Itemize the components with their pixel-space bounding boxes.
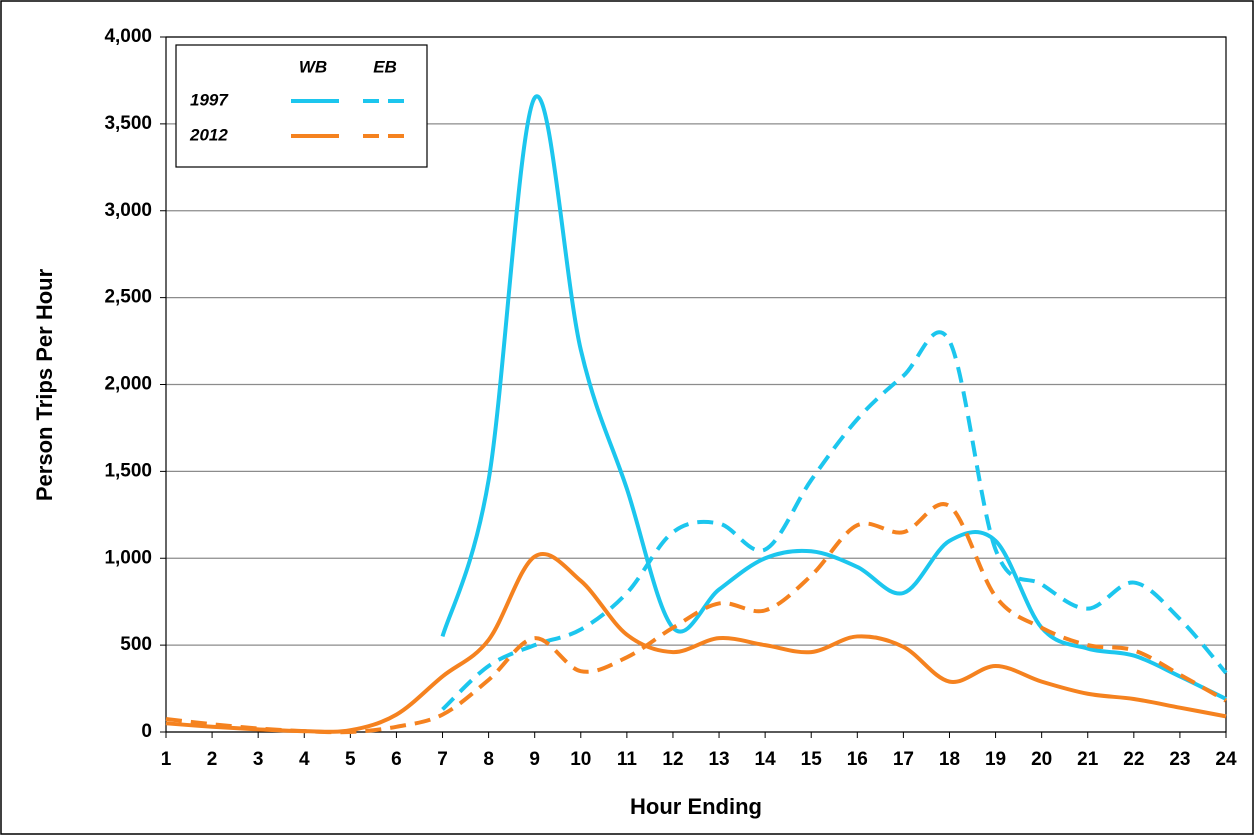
x-tick-label: 11	[617, 749, 638, 770]
legend-row: 1997	[190, 90, 229, 109]
x-tick-label: 22	[1123, 749, 1144, 770]
y-tick-label: 500	[120, 634, 152, 655]
x-tick-label: 19	[985, 749, 1006, 770]
x-tick-label: 9	[529, 749, 540, 770]
x-tick-label: 14	[755, 749, 777, 770]
x-tick-label: 20	[1031, 749, 1052, 770]
y-tick-label: 2,000	[104, 374, 152, 395]
x-tick-label: 24	[1215, 749, 1237, 770]
legend-column: EB	[373, 57, 397, 76]
legend-column: WB	[299, 57, 327, 76]
y-tick-label: 1,000	[104, 547, 152, 568]
x-tick-label: 16	[847, 749, 868, 770]
x-tick-label: 23	[1169, 749, 1190, 770]
x-tick-label: 8	[483, 749, 494, 770]
y-tick-label: 1,500	[104, 460, 152, 481]
y-tick-label: 4,000	[104, 26, 152, 47]
plot-area	[165, 36, 1227, 733]
x-tick-label: 4	[299, 749, 310, 770]
x-tick-label: 17	[893, 749, 914, 770]
x-tick-label: 12	[662, 749, 683, 770]
legend-box	[175, 44, 428, 168]
x-tick-label: 13	[708, 749, 729, 770]
x-tick-label: 15	[801, 749, 823, 770]
x-tick-label: 2	[207, 749, 218, 770]
x-tick-label: 3	[253, 749, 264, 770]
legend-row: 2012	[189, 125, 228, 144]
x-tick-label: 18	[939, 749, 960, 770]
x-tick-label: 21	[1077, 749, 1099, 770]
series-line	[165, 502, 1227, 735]
y-tick-label: 3,000	[104, 200, 152, 221]
y-axis-title: Person Trips Per Hour	[32, 268, 57, 501]
x-tick-label: 7	[437, 749, 448, 770]
x-axis-title: Hour Ending	[630, 794, 762, 819]
x-tick-label: 1	[161, 749, 172, 770]
x-tick-label: 6	[391, 749, 402, 770]
x-tick-label: 5	[345, 749, 356, 770]
x-tick-label: 10	[570, 749, 591, 770]
y-tick-label: 3,500	[104, 113, 152, 134]
y-tick-label: 2,500	[104, 287, 152, 308]
series-line	[440, 94, 1227, 701]
y-tick-label: 0	[141, 721, 152, 742]
series-line	[441, 330, 1228, 711]
